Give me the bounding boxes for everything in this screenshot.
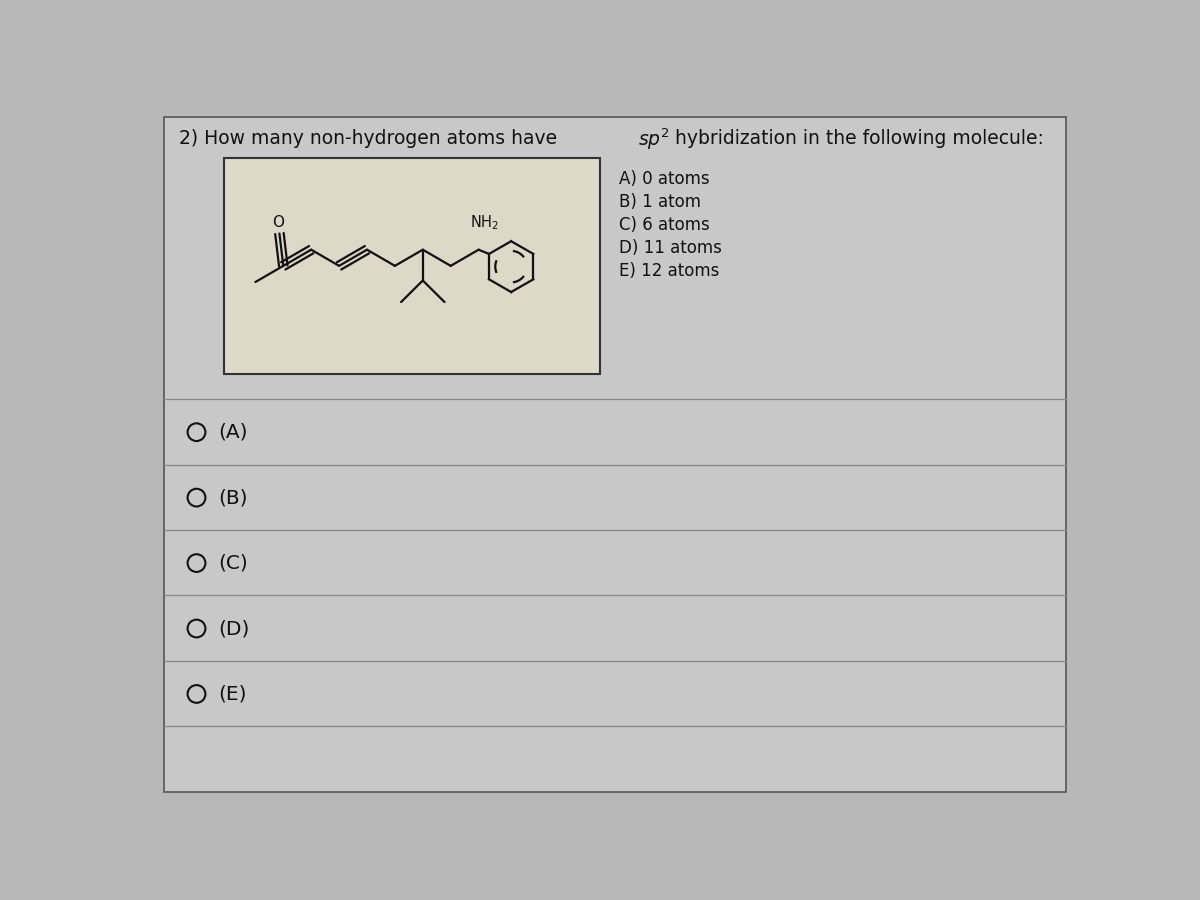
Text: C) 6 atoms: C) 6 atoms [619,216,709,234]
Text: B) 1 atom: B) 1 atom [619,193,701,211]
Text: A) 0 atoms: A) 0 atoms [619,170,709,188]
Text: D) 11 atoms: D) 11 atoms [619,239,721,257]
Text: (C): (C) [218,554,248,572]
Text: hybridization in the following molecule:: hybridization in the following molecule: [670,130,1044,148]
Text: (B): (B) [218,488,247,507]
Text: (D): (D) [218,619,250,638]
Text: 2) How many non-hydrogen atoms have: 2) How many non-hydrogen atoms have [180,130,564,148]
Text: O: O [272,215,284,230]
FancyBboxPatch shape [223,158,600,374]
Text: (A): (A) [218,423,247,442]
Text: E) 12 atoms: E) 12 atoms [619,262,719,280]
Text: NH$_2$: NH$_2$ [470,213,499,232]
FancyBboxPatch shape [164,117,1066,792]
Text: (E): (E) [218,685,247,704]
Text: $\mathit{sp}^2$: $\mathit{sp}^2$ [638,126,670,151]
